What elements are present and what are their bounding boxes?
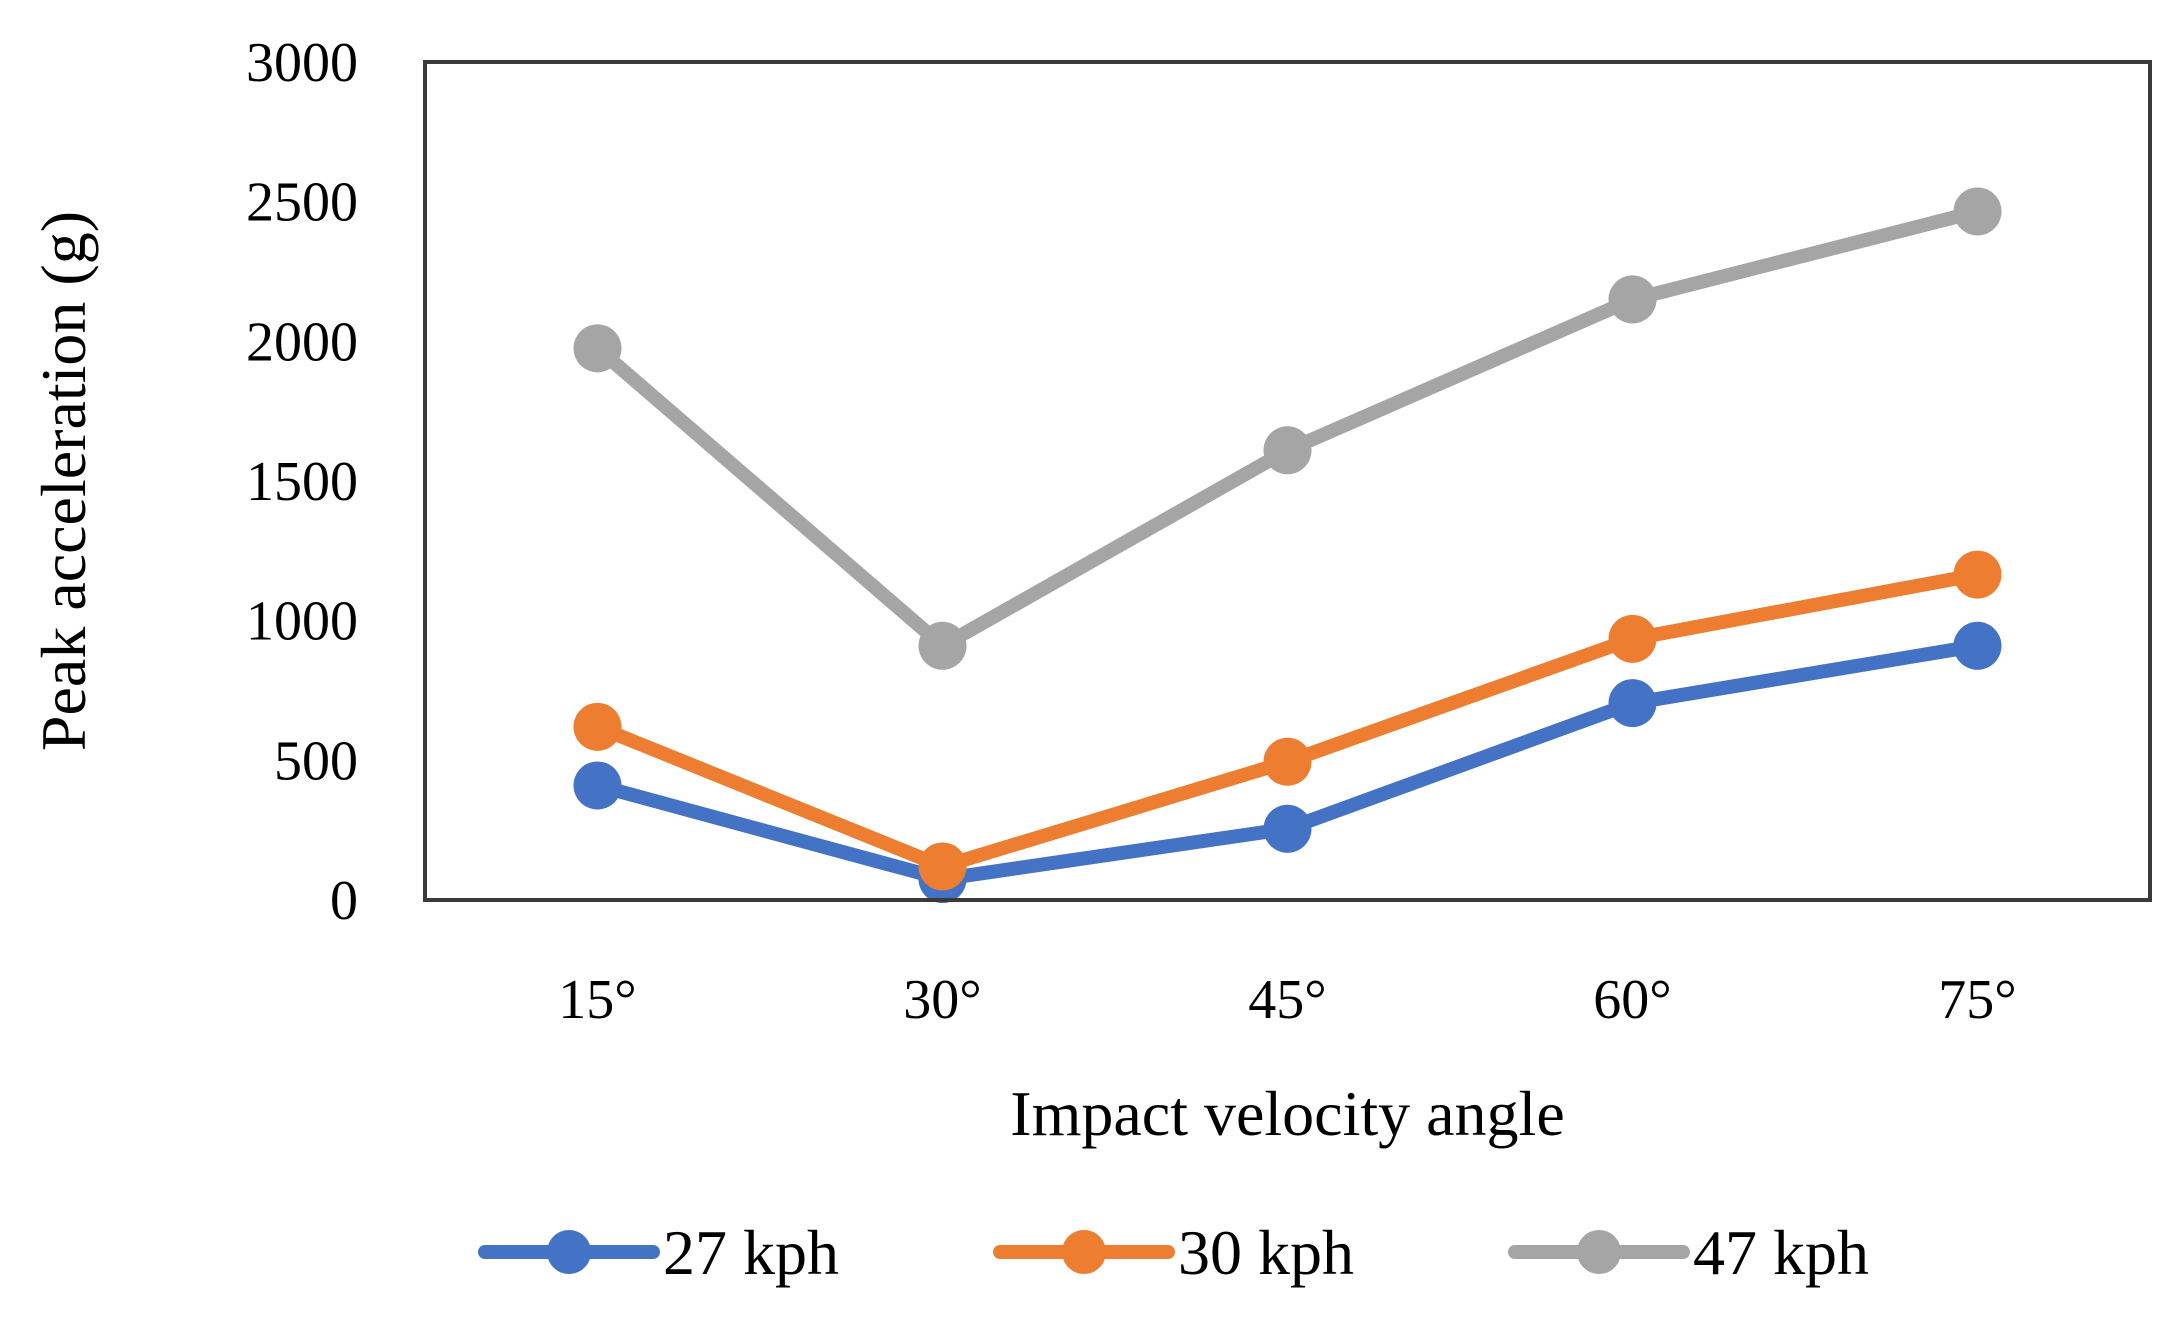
y-axis-title: Peak acceleration (g) bbox=[28, 211, 99, 751]
y-tick-label: 2000 bbox=[246, 311, 358, 373]
data-point bbox=[1953, 187, 2002, 236]
data-point bbox=[1263, 804, 1312, 853]
legend-item: 30 kph bbox=[993, 1217, 1354, 1288]
x-axis-title: Impact velocity angle bbox=[1010, 1078, 1564, 1149]
x-axis-ticks: 15° 30° 45° 60° 75° bbox=[558, 969, 2016, 1031]
y-tick-label: 3000 bbox=[246, 32, 358, 94]
data-point bbox=[1608, 679, 1657, 728]
data-point bbox=[1263, 426, 1312, 475]
legend-label: 47 kph bbox=[1693, 1217, 1869, 1288]
series-27-kph bbox=[573, 621, 2002, 904]
data-point bbox=[573, 324, 622, 373]
y-tick-label: 500 bbox=[274, 730, 358, 792]
x-tick-label: 15° bbox=[558, 969, 636, 1031]
legend-item: 47 kph bbox=[1508, 1217, 1869, 1288]
legend-item: 27 kph bbox=[478, 1217, 839, 1288]
data-point bbox=[573, 761, 622, 810]
x-tick-label: 30° bbox=[903, 969, 981, 1031]
legend-label: 30 kph bbox=[1178, 1217, 1354, 1288]
data-point bbox=[1263, 737, 1312, 786]
legend-marker bbox=[1062, 1230, 1106, 1274]
data-point bbox=[918, 842, 967, 891]
data-point bbox=[1953, 550, 2002, 599]
x-tick-label: 60° bbox=[1593, 969, 1671, 1031]
plot-area-frame bbox=[423, 60, 2152, 902]
series-47-kph bbox=[573, 187, 2002, 670]
y-tick-label: 0 bbox=[330, 870, 358, 932]
x-tick-label: 75° bbox=[1938, 969, 2016, 1031]
legend: 27 kph 30 kph 47 kph bbox=[478, 1217, 1869, 1288]
data-point bbox=[918, 621, 967, 670]
y-tick-label: 2500 bbox=[246, 172, 358, 234]
data-point bbox=[1608, 614, 1657, 663]
legend-marker bbox=[1577, 1230, 1621, 1274]
y-axis-ticks: 0 500 1000 1500 2000 2500 3000 bbox=[246, 32, 358, 932]
legend-label: 27 kph bbox=[663, 1217, 839, 1288]
y-tick-label: 1000 bbox=[246, 591, 358, 653]
series-layer bbox=[573, 187, 2002, 904]
data-point bbox=[1953, 621, 2002, 670]
x-tick-label: 45° bbox=[1248, 969, 1326, 1031]
series-30-kph bbox=[573, 550, 2002, 891]
data-point bbox=[1608, 275, 1657, 324]
data-point bbox=[573, 702, 622, 751]
legend-marker bbox=[547, 1230, 591, 1274]
y-tick-label: 1500 bbox=[246, 451, 358, 513]
